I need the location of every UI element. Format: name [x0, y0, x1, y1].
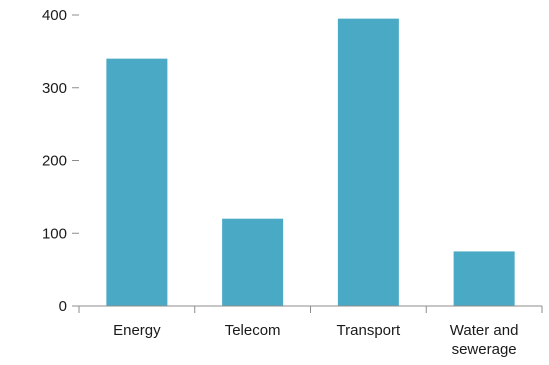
x-axis: Energy Telecom Transport Water and sewerage [78, 306, 543, 358]
y-axis: 0 100 200 300 400 [42, 7, 79, 315]
y-tick-label: 400 [42, 7, 67, 24]
y-tick-label: 300 [42, 80, 67, 97]
y-tick-label: 200 [42, 153, 67, 170]
bar-transport [337, 18, 399, 306]
bar-energy [106, 58, 168, 307]
x-tick-label: Energy [113, 322, 161, 339]
bar-water-and-sewerage [453, 251, 515, 306]
x-tick-label: Water and sewerage [450, 322, 519, 358]
bars [106, 18, 515, 307]
y-tick-label: 100 [42, 225, 67, 242]
bar-telecom [222, 218, 284, 306]
x-tick-label: Telecom [225, 322, 281, 339]
x-tick-label: Transport [337, 322, 401, 339]
y-tick-label: 0 [59, 298, 67, 315]
